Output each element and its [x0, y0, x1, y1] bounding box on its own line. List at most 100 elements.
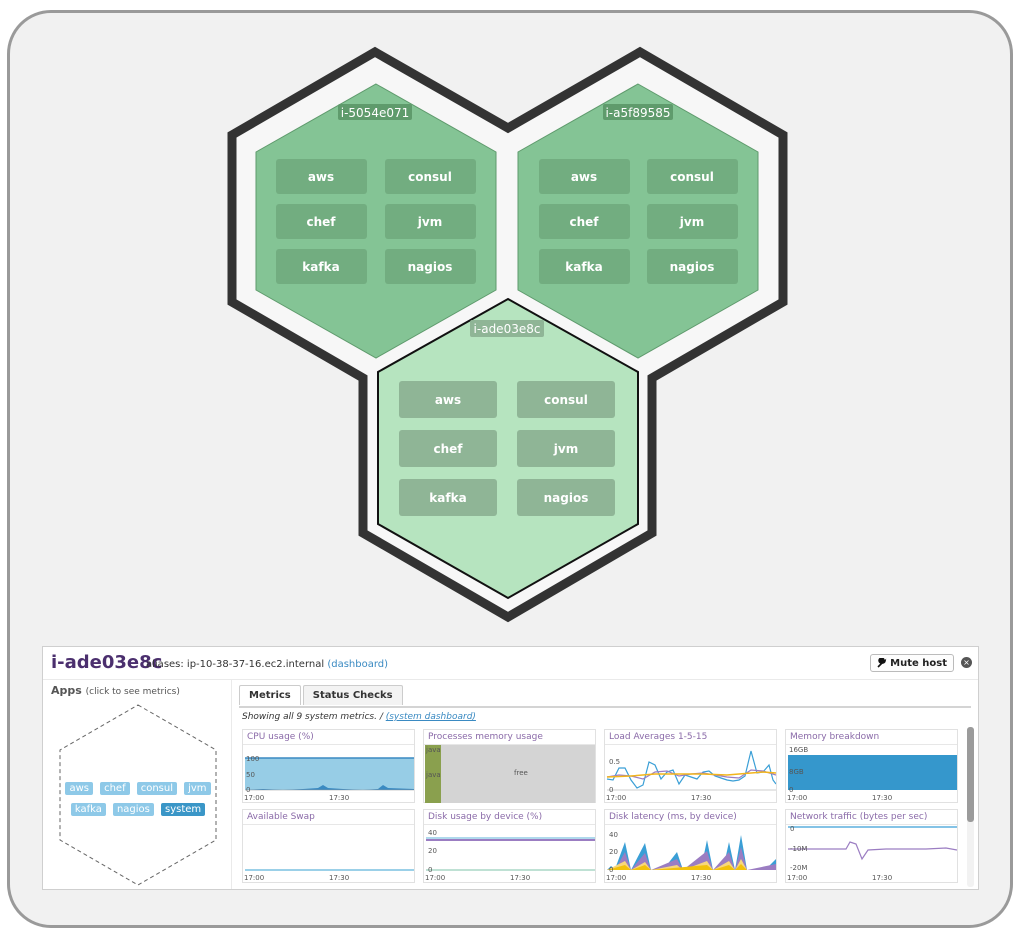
host-apps-1: aws consul chef jvm kafka nagios: [276, 159, 476, 284]
svg-text:50: 50: [246, 771, 255, 779]
app-tag-aws[interactable]: aws: [65, 782, 93, 795]
svg-text:jvm: jvm: [417, 215, 442, 229]
app-tile[interactable]: [517, 430, 615, 467]
app-tile[interactable]: [385, 159, 476, 194]
host-hex-i-a5f89585[interactable]: i-a5f89585: [517, 83, 759, 359]
app-tile[interactable]: [399, 430, 497, 467]
app-tile[interactable]: [647, 249, 738, 284]
app-tile[interactable]: [385, 249, 476, 284]
app-tile[interactable]: [276, 249, 367, 284]
app-tile[interactable]: [517, 479, 615, 516]
close-icon[interactable]: ×: [961, 657, 972, 668]
processes-memory-chart: java java free: [425, 745, 595, 803]
app-tile[interactable]: [399, 381, 497, 418]
svg-text:0: 0: [609, 866, 613, 874]
svg-text:0: 0: [428, 866, 432, 874]
apps-hex-outline: [59, 704, 217, 886]
graph-network-traffic[interactable]: Network traffic (bytes per sec) 0 -10M -…: [785, 809, 958, 883]
svg-text:aws: aws: [571, 170, 597, 184]
load-chart: 0.5 0 17:00 17:30: [606, 750, 776, 802]
app-tag-nagios[interactable]: nagios: [112, 803, 154, 816]
svg-text:kafka: kafka: [429, 491, 466, 505]
system-dashboard-link[interactable]: (system dashboard): [385, 712, 476, 722]
svg-text:17:00: 17:00: [787, 794, 807, 802]
host-hex-i-5054e071[interactable]: i-5054e071: [255, 83, 497, 359]
svg-text:nagios: nagios: [408, 260, 453, 274]
svg-text:free: free: [514, 769, 528, 777]
host-label: i-5054e071: [341, 106, 410, 120]
disk-usage-chart: 40 20 0 17:00 17:30: [425, 829, 595, 882]
graph-memory-breakdown[interactable]: Memory breakdown 16GB 8GB 0 17:00 17:30: [785, 729, 958, 803]
host-label: i-a5f89585: [605, 106, 670, 120]
svg-text:17:30: 17:30: [872, 794, 892, 802]
mute-host-button[interactable]: Mute host: [870, 654, 954, 672]
svg-text:17:30: 17:30: [510, 874, 530, 882]
graph-available-swap[interactable]: Available Swap 17:00 17:30: [242, 809, 415, 883]
svg-text:chef: chef: [433, 442, 463, 456]
scroll-thumb[interactable]: [967, 727, 974, 822]
app-tag-consul[interactable]: consul: [136, 782, 177, 795]
svg-text:40: 40: [609, 831, 618, 839]
svg-text:17:00: 17:00: [606, 794, 626, 802]
cpu-chart: 100 50 0 17:00 17:30: [244, 755, 414, 802]
app-tile[interactable]: [385, 204, 476, 239]
svg-text:0: 0: [790, 825, 794, 833]
app-tag-list: aws chef consul jvm kafka nagios system: [63, 776, 213, 818]
svg-text:0: 0: [609, 786, 613, 794]
app-tag-jvm[interactable]: jvm: [184, 782, 211, 795]
host-map: i-5054e071 i-a5f89585 i-ade03e8c aws con…: [227, 46, 788, 623]
svg-text:jvm: jvm: [679, 215, 704, 229]
app-tag-chef[interactable]: chef: [100, 782, 130, 795]
network-chart: 0 -10M -20M 17:00 17:30: [787, 825, 957, 882]
svg-text:java: java: [425, 771, 441, 779]
svg-text:20: 20: [428, 847, 437, 855]
host-aliases: aliases: ip-10-38-37-16.ec2.internal (da…: [146, 659, 389, 670]
graph-cpu-usage[interactable]: CPU usage (%) 100 50 0 17:00 17:30: [242, 729, 415, 803]
host-apps-2: aws consul chef jvm kafka nagios: [539, 159, 738, 284]
app-tile[interactable]: [276, 159, 367, 194]
svg-text:consul: consul: [544, 393, 588, 407]
tab-metrics[interactable]: Metrics: [239, 685, 301, 705]
svg-text:16GB: 16GB: [789, 746, 808, 754]
app-tile[interactable]: [647, 204, 738, 239]
svg-text:jvm: jvm: [553, 442, 578, 456]
graph-disk-latency[interactable]: Disk latency (ms, by device) 40 20 0 17:…: [604, 809, 777, 883]
wrench-icon: [877, 658, 887, 668]
graph-load-averages[interactable]: Load Averages 1-5-15 0.5 0 17:00 17:30: [604, 729, 777, 803]
svg-text:17:00: 17:00: [244, 794, 264, 802]
svg-text:0.5: 0.5: [609, 758, 620, 766]
host-detail-panel: i-ade03e8c aliases: ip-10-38-37-16.ec2.i…: [42, 646, 979, 890]
app-tile[interactable]: [539, 159, 630, 194]
app-tile[interactable]: [517, 381, 615, 418]
svg-text:17:00: 17:00: [244, 874, 264, 882]
disk-latency-chart: 40 20 0 17:00 17:30: [606, 831, 776, 882]
app-tile[interactable]: [647, 159, 738, 194]
svg-text:nagios: nagios: [544, 491, 589, 505]
app-tile[interactable]: [276, 204, 367, 239]
svg-text:17:00: 17:00: [787, 874, 807, 882]
svg-text:8GB: 8GB: [789, 768, 804, 776]
metrics-scrollbar[interactable]: [967, 727, 974, 887]
svg-text:consul: consul: [408, 170, 452, 184]
host-label: i-ade03e8c: [474, 322, 541, 336]
graph-disk-usage[interactable]: Disk usage by device (%) 40 20 0 17:00 1…: [423, 809, 596, 883]
svg-text:17:30: 17:30: [872, 874, 892, 882]
app-tag-system[interactable]: system: [160, 803, 206, 816]
dashboard-link[interactable]: (dashboard): [327, 659, 389, 670]
graph-processes-memory[interactable]: Processes memory usage java java free: [423, 729, 596, 803]
app-tag-kafka[interactable]: kafka: [70, 803, 106, 816]
apps-column: Apps (click to see metrics) aws chef con…: [43, 680, 232, 889]
svg-text:100: 100: [246, 755, 259, 763]
svg-text:consul: consul: [670, 170, 714, 184]
tab-status-checks[interactable]: Status Checks: [302, 685, 403, 705]
app-tile[interactable]: [539, 204, 630, 239]
app-tile[interactable]: [539, 249, 630, 284]
svg-text:aws: aws: [308, 170, 334, 184]
host-hex-i-ade03e8c[interactable]: i-ade03e8c: [377, 297, 639, 600]
svg-text:nagios: nagios: [670, 260, 715, 274]
svg-text:17:30: 17:30: [691, 794, 711, 802]
app-tile[interactable]: [399, 479, 497, 516]
tab-divider: [239, 706, 971, 708]
svg-text:40: 40: [428, 829, 437, 837]
swap-chart: 17:00 17:30: [244, 869, 414, 882]
